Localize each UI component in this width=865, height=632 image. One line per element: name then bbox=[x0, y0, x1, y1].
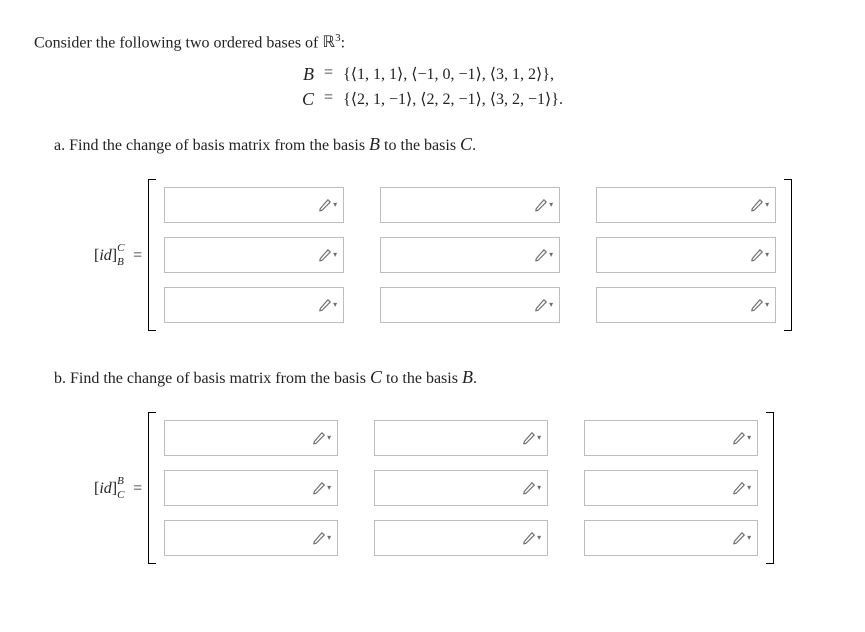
pencil-icon[interactable]: ▾ bbox=[318, 198, 337, 212]
part-b-prefix: b. Find the change of basis matrix from … bbox=[54, 370, 370, 387]
eq-sign: = bbox=[324, 89, 333, 110]
part-a-mid: to the basis bbox=[380, 137, 460, 154]
part-b-from: C bbox=[370, 367, 382, 387]
left-bracket bbox=[148, 412, 156, 564]
matrix-input[interactable]: ▾ bbox=[584, 420, 758, 456]
pencil-icon[interactable]: ▾ bbox=[732, 481, 751, 495]
part-b-suffix: . bbox=[473, 370, 477, 387]
pencil-icon[interactable]: ▾ bbox=[312, 531, 331, 545]
pencil-icon[interactable]: ▾ bbox=[534, 248, 553, 262]
basis-b-set: {⟨1, 1, 1⟩, ⟨−1, 0, −1⟩, ⟨3, 1, 2⟩}, bbox=[343, 64, 563, 85]
pencil-icon[interactable]: ▾ bbox=[750, 248, 769, 262]
part-a-prompt: a. Find the change of basis matrix from … bbox=[54, 134, 831, 155]
matrix-b-row: [id]BC = ▾ ▾ ▾ ▾ ▾ ▾ ▾ ▾ ▾ bbox=[94, 412, 831, 564]
pencil-icon[interactable]: ▾ bbox=[750, 298, 769, 312]
pencil-icon[interactable]: ▾ bbox=[312, 481, 331, 495]
bases-definition: B = {⟨1, 1, 1⟩, ⟨−1, 0, −1⟩, ⟨3, 1, 2⟩},… bbox=[34, 64, 831, 110]
id-text: id bbox=[99, 480, 111, 497]
matrix-input[interactable]: ▾ bbox=[596, 187, 776, 223]
matrix-input[interactable]: ▾ bbox=[584, 470, 758, 506]
eq-sign: = bbox=[324, 64, 333, 85]
real-symbol bbox=[322, 34, 335, 51]
label-sub: B bbox=[117, 256, 124, 268]
matrix-input[interactable]: ▾ bbox=[374, 420, 548, 456]
matrix-a-grid: ▾ ▾ ▾ ▾ ▾ ▾ ▾ ▾ ▾ bbox=[164, 179, 776, 331]
pencil-icon[interactable]: ▾ bbox=[750, 198, 769, 212]
right-bracket bbox=[766, 412, 774, 564]
matrix-input[interactable]: ▾ bbox=[164, 470, 338, 506]
pencil-icon[interactable]: ▾ bbox=[318, 298, 337, 312]
pencil-icon[interactable]: ▾ bbox=[522, 431, 541, 445]
label-eq: = bbox=[129, 247, 142, 264]
matrix-input[interactable]: ▾ bbox=[584, 520, 758, 556]
matrix-input[interactable]: ▾ bbox=[596, 237, 776, 273]
pencil-icon[interactable]: ▾ bbox=[522, 531, 541, 545]
basis-c-set: {⟨2, 1, −1⟩, ⟨2, 2, −1⟩, ⟨3, 2, −1⟩}. bbox=[343, 89, 563, 110]
matrix-a-label: [id]CB = bbox=[94, 246, 142, 265]
label-sub: C bbox=[117, 489, 124, 501]
matrix-input[interactable]: ▾ bbox=[164, 187, 344, 223]
matrix-input[interactable]: ▾ bbox=[164, 237, 344, 273]
matrix-input[interactable]: ▾ bbox=[164, 520, 338, 556]
matrix-b-label: [id]BC = bbox=[94, 479, 142, 498]
matrix-b-grid: ▾ ▾ ▾ ▾ ▾ ▾ ▾ ▾ ▾ bbox=[164, 412, 758, 564]
matrix-input[interactable]: ▾ bbox=[374, 520, 548, 556]
part-a-suffix: . bbox=[472, 137, 476, 154]
basis-c-letter: C bbox=[302, 89, 314, 110]
part-b-to: B bbox=[462, 367, 473, 387]
part-a-prefix: a. Find the change of basis matrix from … bbox=[54, 137, 369, 154]
intro-prefix: Consider the following two ordered bases… bbox=[34, 34, 322, 51]
matrix-input[interactable]: ▾ bbox=[380, 237, 560, 273]
matrix-input[interactable]: ▾ bbox=[380, 187, 560, 223]
label-eq: = bbox=[129, 480, 142, 497]
matrix-input[interactable]: ▾ bbox=[380, 287, 560, 323]
id-text: id bbox=[99, 247, 111, 264]
intro-suffix: : bbox=[341, 34, 345, 51]
part-b-prompt: b. Find the change of basis matrix from … bbox=[54, 367, 831, 388]
label-sup: B bbox=[117, 475, 124, 487]
part-a-to: C bbox=[460, 134, 472, 154]
label-sup: C bbox=[117, 242, 124, 254]
pencil-icon[interactable]: ▾ bbox=[534, 298, 553, 312]
pencil-icon[interactable]: ▾ bbox=[318, 248, 337, 262]
part-b-mid: to the basis bbox=[382, 370, 462, 387]
matrix-input[interactable]: ▾ bbox=[164, 287, 344, 323]
intro-text: Consider the following two ordered bases… bbox=[34, 32, 831, 52]
matrix-a-row: [id]CB = ▾ ▾ ▾ ▾ ▾ ▾ ▾ ▾ ▾ bbox=[94, 179, 831, 331]
pencil-icon[interactable]: ▾ bbox=[534, 198, 553, 212]
pencil-icon[interactable]: ▾ bbox=[522, 481, 541, 495]
right-bracket bbox=[784, 179, 792, 331]
matrix-input[interactable]: ▾ bbox=[596, 287, 776, 323]
pencil-icon[interactable]: ▾ bbox=[312, 431, 331, 445]
left-bracket bbox=[148, 179, 156, 331]
basis-b-letter: B bbox=[302, 64, 314, 85]
part-a-from: B bbox=[369, 134, 380, 154]
pencil-icon[interactable]: ▾ bbox=[732, 531, 751, 545]
matrix-input[interactable]: ▾ bbox=[164, 420, 338, 456]
matrix-input[interactable]: ▾ bbox=[374, 470, 548, 506]
pencil-icon[interactable]: ▾ bbox=[732, 431, 751, 445]
